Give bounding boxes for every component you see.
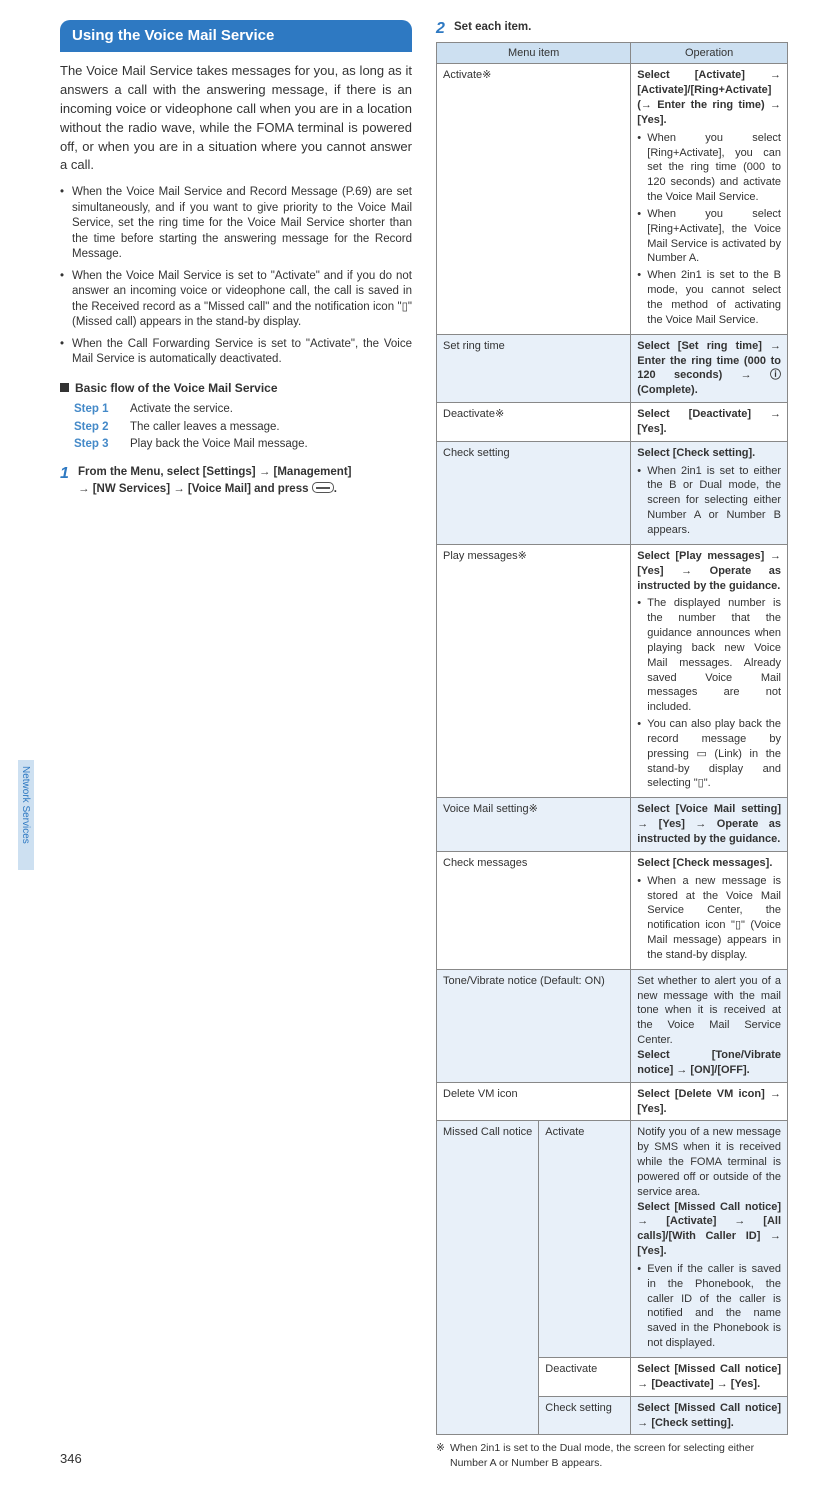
table-row: Play messages※ Select [Play messages] → …: [437, 544, 788, 798]
step-label: Step 2: [74, 420, 130, 436]
table-row: Voice Mail setting※ Select [Voice Mail s…: [437, 798, 788, 852]
op-bullet: When 2in1 is set to the B mode, you cann…: [637, 268, 781, 327]
op-lead: Select [Missed Call notice] → [Check set…: [637, 1402, 781, 1429]
ok-button-icon: [312, 482, 334, 493]
bullet-item: When the Voice Mail Service is set to "A…: [60, 269, 412, 331]
numbered-step-2: 2 Set each item.: [436, 20, 788, 36]
step-number: 1: [60, 463, 69, 485]
cell-operation: Select [Missed Call notice] → [Check set…: [631, 1396, 788, 1435]
op-bullet: When you select [Ring+Activate], the Voi…: [637, 207, 781, 266]
flow-step: Step 2The caller leaves a message.: [74, 420, 412, 436]
op-bullets: When a new message is stored at the Voic…: [637, 874, 781, 963]
intro-bullets: When the Voice Mail Service and Record M…: [60, 185, 412, 368]
op-text: Notify you of a new message by SMS when …: [637, 1126, 781, 1197]
cell-operation: Select [Check messages]. When a new mess…: [631, 851, 788, 969]
table-row: Delete VM icon Select [Delete VM icon] →…: [437, 1082, 788, 1121]
op-bullet: When 2in1 is set to either the B or Dual…: [637, 464, 781, 538]
op-lead: Select [Voice Mail setting] → [Yes] → Op…: [637, 803, 781, 845]
op-bullets: Even if the caller is saved in the Phone…: [637, 1262, 781, 1351]
cell-submenu: Activate: [539, 1121, 631, 1358]
op-lead: Select [Set ring time] → Enter the ring …: [637, 340, 781, 397]
cell-operation: Select [Voice Mail setting] → [Yes] → Op…: [631, 798, 788, 852]
cell-operation: Select [Missed Call notice] → [Deactivat…: [631, 1358, 788, 1397]
table-row: Deactivate※ Select [Deactivate] → [Yes].: [437, 403, 788, 442]
cell-operation: Select [Deactivate] → [Yes].: [631, 403, 788, 442]
flow-step: Step 1Activate the service.: [74, 402, 412, 418]
op-bullets: When 2in1 is set to either the B or Dual…: [637, 464, 781, 538]
op-lead: Select [Missed Call notice] → [Activate]…: [637, 1201, 781, 1258]
op-bullet: When you select [Ring+Activate], you can…: [637, 131, 781, 205]
op-lead: Select [Deactivate] → [Yes].: [637, 408, 781, 435]
flow-steps: Step 1Activate the service. Step 2The ca…: [74, 402, 412, 453]
op-text: Set whether to alert you of a new messag…: [637, 975, 781, 1046]
step-label: Step 1: [74, 402, 130, 418]
section-title: Using the Voice Mail Service: [60, 20, 412, 52]
op-lead: Select [Activate] → [Activate]/[Ring+Act…: [637, 69, 781, 126]
numbered-step-1: 1 From the Menu, select [Settings] → [Ma…: [60, 465, 412, 498]
op-bullets: The displayed number is the number that …: [637, 596, 781, 791]
cell-operation: Select [Delete VM icon] → [Yes].: [631, 1082, 788, 1121]
cell-operation: Select [Check setting]. When 2in1 is set…: [631, 441, 788, 544]
cell-menu: Tone/Vibrate notice (Default: ON): [437, 969, 631, 1082]
th-menu: Menu item: [437, 42, 631, 64]
table-row: Check setting Select [Check setting]. Wh…: [437, 441, 788, 544]
cell-operation: Select [Activate] → [Activate]/[Ring+Act…: [631, 64, 788, 334]
step-text: Set each item.: [454, 21, 531, 33]
step-text: The caller leaves a message.: [130, 421, 280, 433]
cell-menu: Activate※: [437, 64, 631, 334]
side-tab-label: Network Services: [19, 766, 33, 844]
table-row: Activate※ Select [Activate] → [Activate]…: [437, 64, 788, 334]
left-column: Using the Voice Mail Service The Voice M…: [60, 20, 412, 1470]
op-bullets: When you select [Ring+Activate], you can…: [637, 131, 781, 328]
cell-menu: Voice Mail setting※: [437, 798, 631, 852]
intro-paragraph: The Voice Mail Service takes messages fo…: [60, 62, 412, 175]
op-lead: Select [Check messages].: [637, 857, 772, 869]
settings-table: Menu item Operation Activate※ Select [Ac…: [436, 42, 788, 1436]
step-number: 2: [436, 18, 445, 40]
th-operation: Operation: [631, 42, 788, 64]
table-row: Missed Call notice Activate Notify you o…: [437, 1121, 788, 1358]
op-lead: Select [Play messages] → [Yes] → Operate…: [637, 550, 781, 592]
table-footnote: When 2in1 is set to the Dual mode, the s…: [436, 1441, 788, 1469]
page-columns: Using the Voice Mail Service The Voice M…: [60, 20, 788, 1470]
op-lead: Select [Missed Call notice] → [Deactivat…: [637, 1363, 781, 1390]
flow-step: Step 3Play back the Voice Mail message.: [74, 437, 412, 453]
table-row: Tone/Vibrate notice (Default: ON) Set wh…: [437, 969, 788, 1082]
cell-operation: Select [Play messages] → [Yes] → Operate…: [631, 544, 788, 798]
step-text: Play back the Voice Mail message.: [130, 438, 308, 450]
step-line2: → [NW Services] → [Voice Mail] and press: [78, 483, 312, 495]
table-row: Check messages Select [Check messages]. …: [437, 851, 788, 969]
op-bullet: You can also play back the record messag…: [637, 717, 781, 791]
bullet-item: When the Call Forwarding Service is set …: [60, 337, 412, 368]
cell-operation: Select [Set ring time] → Enter the ring …: [631, 334, 788, 402]
flow-heading: Basic flow of the Voice Mail Service: [60, 380, 412, 396]
cell-operation: Set whether to alert you of a new messag…: [631, 969, 788, 1082]
cell-submenu: Check setting: [539, 1396, 631, 1435]
side-tab: Network Services: [18, 760, 34, 870]
op-lead: Select [Delete VM icon] → [Yes].: [637, 1088, 781, 1115]
cell-menu-group: Missed Call notice: [437, 1121, 539, 1435]
op-lead: Select [Tone/Vibrate notice] → [ON]/[OFF…: [637, 1049, 781, 1076]
cell-menu: Check setting: [437, 441, 631, 544]
cell-menu: Play messages※: [437, 544, 631, 798]
op-lead: Select [Check setting].: [637, 447, 755, 459]
page-number: 346: [60, 1450, 82, 1468]
step-text: Activate the service.: [130, 403, 233, 415]
step-label: Step 3: [74, 437, 130, 453]
cell-submenu: Deactivate: [539, 1358, 631, 1397]
cell-menu: Check messages: [437, 851, 631, 969]
op-bullet: The displayed number is the number that …: [637, 596, 781, 715]
cell-menu: Deactivate※: [437, 403, 631, 442]
table-header-row: Menu item Operation: [437, 42, 788, 64]
table-row: Set ring time Select [Set ring time] → E…: [437, 334, 788, 402]
right-column: 2 Set each item. Menu item Operation Act…: [436, 20, 788, 1470]
step-line1: From the Menu, select [Settings] → [Mana…: [78, 466, 351, 478]
op-bullet: Even if the caller is saved in the Phone…: [637, 1262, 781, 1351]
op-bullet: When a new message is stored at the Voic…: [637, 874, 781, 963]
cell-menu: Delete VM icon: [437, 1082, 631, 1121]
cell-operation: Notify you of a new message by SMS when …: [631, 1121, 788, 1358]
cell-menu: Set ring time: [437, 334, 631, 402]
bullet-item: When the Voice Mail Service and Record M…: [60, 185, 412, 263]
